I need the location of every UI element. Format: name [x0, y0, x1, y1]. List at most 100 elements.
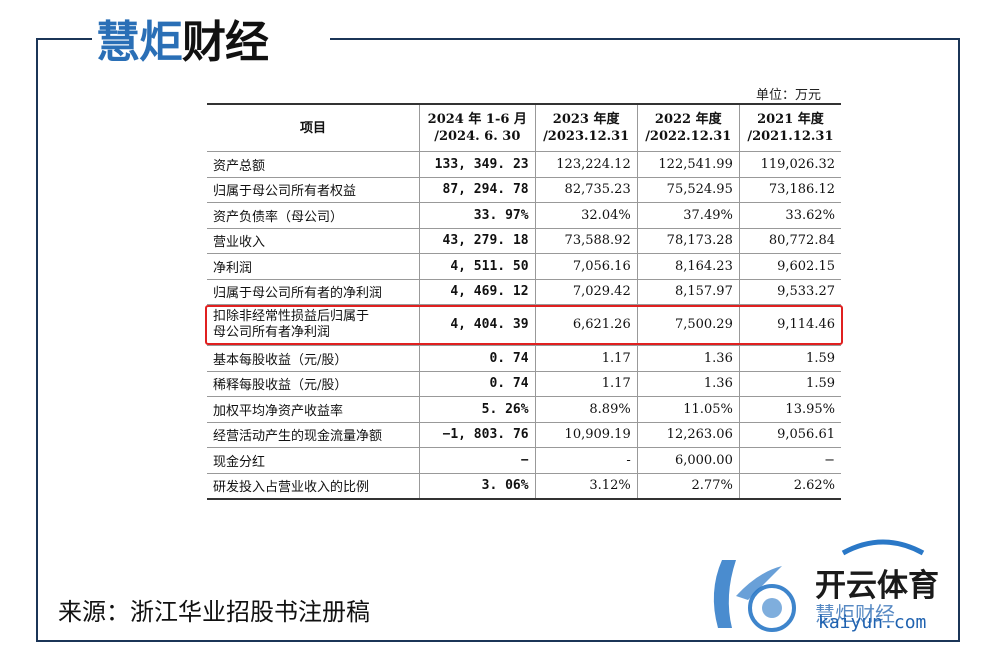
table-row: 资产负债率（母公司） 33. 97% 32.04% 37.49% 33.62%	[207, 202, 841, 229]
header-period: 2023 年度 /2023.12.31	[534, 103, 638, 152]
row-value: 0. 74	[419, 370, 536, 397]
table-row: 稀释每股收益（元/股） 0. 74 1.17 1.36 1.59	[207, 370, 841, 397]
row-value: 0. 74	[419, 345, 536, 372]
row-value: 3. 06%	[419, 472, 536, 500]
brand-logo: 慧炬 财经	[96, 10, 269, 68]
row-value: 80,772.84	[738, 227, 841, 254]
frame-top-right-line	[330, 38, 960, 40]
row-value: 73,186.12	[738, 176, 841, 203]
watermark-name: 开云体育	[815, 568, 939, 604]
row-value: 78,173.28	[636, 227, 740, 254]
row-value: −1, 803. 76	[419, 421, 536, 448]
row-value: 73,588.92	[534, 227, 638, 254]
row-value: 8,157.97	[636, 278, 740, 305]
table-row: 归属于母公司所有者的净利润 4, 469. 12 7,029.42 8,157.97 9…	[207, 278, 841, 305]
row-value: 32.04%	[534, 202, 638, 229]
row-value: 82,735.23	[534, 176, 638, 203]
row-value: 1.59	[738, 370, 841, 397]
row-label: 基本每股收益（元/股）	[207, 345, 420, 372]
row-value: −	[738, 447, 841, 474]
frame-top-left-line	[36, 38, 92, 40]
table-row: 营业收入 43, 279. 18 73,588.92 78,173.28 80,772.…	[207, 227, 841, 254]
row-value: 10,909.19	[534, 421, 638, 448]
row-value: 9,056.61	[738, 421, 841, 448]
row-value: 5. 26%	[419, 396, 536, 423]
row-value: 119,026.32	[738, 151, 841, 178]
row-value: 4, 511. 50	[419, 253, 536, 280]
watermark-sub: 慧炬财经	[815, 602, 895, 626]
row-value: 37.49%	[636, 202, 740, 229]
cap-icon	[841, 539, 925, 556]
row-value: 4, 469. 12	[419, 278, 536, 305]
row-value: 9,533.27	[738, 278, 841, 305]
row-label: 净利润	[207, 253, 420, 280]
table-row: 研发投入占营业收入的比例 3. 06% 3.12% 2.77% 2.62%	[207, 472, 841, 500]
watermark-url: kaiyun.com	[818, 612, 927, 633]
row-value: 7,500.29	[636, 304, 740, 346]
frame-left-line	[36, 38, 38, 642]
row-value: −	[419, 447, 536, 474]
row-value: 1.36	[636, 345, 740, 372]
row-value: 6,000.00	[636, 447, 740, 474]
row-value: 1.59	[738, 345, 841, 372]
table-row: 扣除非经常性损益后归属于 母公司所有者净利润 4, 404. 39 6,621.26…	[207, 304, 841, 346]
row-value: 1.17	[534, 345, 638, 372]
row-value: 7,029.42	[534, 278, 638, 305]
brand-part1: 慧炬	[96, 17, 183, 68]
frame-right-line	[958, 38, 960, 642]
header-period: 2022 年度 /2022.12.31	[636, 103, 740, 152]
row-value: 33.62%	[738, 202, 841, 229]
row-value: 4, 404. 39	[419, 304, 536, 346]
brand-part2: 财经	[182, 17, 269, 68]
row-label: 归属于母公司所有者权益	[207, 176, 420, 203]
table-row: 资产总额 133, 349. 23 123,224.12 122,541.99 119,…	[207, 151, 841, 178]
row-value: 7,056.16	[534, 253, 638, 280]
table-row: 加权平均净资产收益率 5. 26% 8.89% 11.05% 13.95%	[207, 396, 841, 423]
row-value: 1.17	[534, 370, 638, 397]
row-value: 133, 349. 23	[419, 151, 536, 178]
row-label: 归属于母公司所有者的净利润	[207, 278, 420, 305]
row-value: 75,524.95	[636, 176, 740, 203]
row-value: 33. 97%	[419, 202, 536, 229]
source-caption: 来源：浙江华业招股书注册稿	[58, 598, 370, 626]
row-label: 经营活动产生的现金流量净额	[207, 421, 420, 448]
financial-table: 项目 2024 年 1-6 月 /2024. 6. 30 2023 年度 /2023…	[207, 103, 841, 500]
table-row: 归属于母公司所有者权益 87, 294. 78 82,735.23 75,524.95…	[207, 176, 841, 203]
row-value: 2.77%	[636, 472, 740, 500]
row-value: 43, 279. 18	[419, 227, 536, 254]
row-value: -	[534, 447, 638, 474]
row-value: 2.62%	[738, 472, 841, 500]
row-value: 9,114.46	[738, 304, 841, 346]
table-header-row: 项目 2024 年 1-6 月 /2024. 6. 30 2023 年度 /2023…	[207, 103, 841, 152]
table-body: 资产总额 133, 349. 23 123,224.12 122,541.99 119,…	[207, 151, 841, 500]
row-value: 87, 294. 78	[419, 176, 536, 203]
row-label: 现金分红	[207, 447, 420, 474]
row-label: 资产总额	[207, 151, 420, 178]
header-period: 2021 年度 /2021.12.31	[738, 103, 841, 152]
table-row: 经营活动产生的现金流量净额 −1, 803. 76 10,909.19 12,263.…	[207, 421, 841, 448]
frame-bottom-line	[36, 640, 960, 642]
row-value: 123,224.12	[534, 151, 638, 178]
row-value: 122,541.99	[636, 151, 740, 178]
row-value: 6,621.26	[534, 304, 638, 346]
row-label: 资产负债率（母公司）	[207, 202, 420, 229]
row-value: 9,602.15	[738, 253, 841, 280]
table-row: 基本每股收益（元/股） 0. 74 1.17 1.36 1.59	[207, 345, 841, 372]
table-row: 净利润 4, 511. 50 7,056.16 8,164.23 9,602.15	[207, 253, 841, 280]
table-row: 现金分红 − -6,000.00−	[207, 447, 841, 474]
row-label: 营业收入	[207, 227, 420, 254]
unit-label: 单位：万元	[756, 88, 822, 103]
row-label: 稀释每股收益（元/股）	[207, 370, 420, 397]
row-label: 扣除非经常性损益后归属于 母公司所有者净利润	[207, 304, 420, 346]
highlight-box	[205, 305, 843, 345]
header-period: 2024 年 1-6 月 /2024. 6. 30	[419, 103, 536, 152]
kaiyun-logo-icon	[713, 560, 796, 632]
row-value: 1.36	[636, 370, 740, 397]
row-value: 8.89%	[534, 396, 638, 423]
row-value: 8,164.23	[636, 253, 740, 280]
row-value: 3.12%	[534, 472, 638, 500]
row-value: 13.95%	[738, 396, 841, 423]
header-item: 项目	[207, 103, 420, 152]
row-value: 12,263.06	[636, 421, 740, 448]
row-value: 11.05%	[636, 396, 740, 423]
